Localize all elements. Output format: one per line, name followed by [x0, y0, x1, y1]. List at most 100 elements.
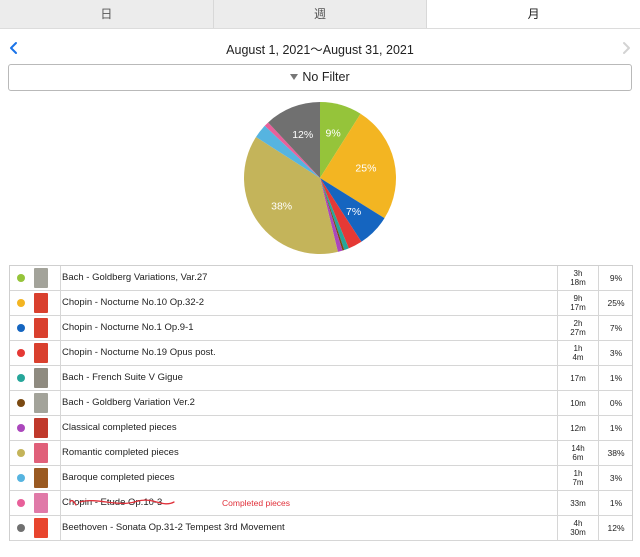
- period-tabs: 日 週 月: [0, 0, 640, 29]
- practice-time-pie-chart: 9% 25% 7% 38% 12%: [244, 102, 396, 254]
- practice-time: 14h 6m: [557, 441, 598, 465]
- percentage: 1%: [598, 366, 633, 390]
- percentage: 0%: [598, 391, 633, 415]
- thumbnail-cell: [30, 391, 61, 415]
- pie-slice-label: 12%: [292, 129, 313, 141]
- color-dot-cell: [10, 366, 30, 390]
- pie-slice: [264, 122, 320, 178]
- triangle-down-icon: [290, 74, 299, 80]
- table-row[interactable]: Chopin - Nocturne No.10 Op.32-2 9h 17m 25%: [10, 291, 632, 316]
- filter-dropdown[interactable]: No Filter: [8, 64, 632, 91]
- color-dot-cell: [10, 391, 30, 415]
- pie-slice: [320, 113, 396, 219]
- percentage: 12%: [598, 516, 633, 540]
- piece-title: Chopin - Nocturne No.1 Op.9-1: [62, 322, 194, 333]
- color-dot: [17, 374, 25, 382]
- piece-title: Classical completed pieces: [62, 422, 177, 433]
- date-range-title: August 1, 2021〜August 31, 2021: [226, 43, 414, 57]
- score-thumbnail: [34, 443, 48, 463]
- pie-slice: [320, 178, 362, 249]
- table-row[interactable]: Bach - Goldberg Variations, Var.27 3h 18m 9…: [10, 266, 632, 291]
- score-thumbnail: [34, 518, 48, 538]
- piece-title: Beethoven - Sonata Op.31-2 Tempest 3rd M…: [62, 522, 285, 533]
- date-navigation: August 1, 2021〜August 31, 2021: [0, 36, 640, 60]
- pie-slice-label: 7%: [346, 206, 361, 218]
- percentage: 38%: [598, 441, 633, 465]
- thumbnail-cell: [30, 366, 61, 390]
- next-period-button[interactable]: [614, 36, 634, 60]
- pie-slice: [320, 102, 361, 178]
- table-row[interactable]: Romantic completed pieces 14h 6m 38%: [10, 441, 632, 466]
- table-row[interactable]: Beethoven - Sonata Op.31-2 Tempest 3rd M…: [10, 516, 632, 541]
- color-dot: [17, 524, 25, 532]
- tab-week[interactable]: 週: [214, 0, 428, 28]
- time-hours: 12m: [570, 423, 586, 433]
- color-dot: [17, 299, 25, 307]
- table-row[interactable]: Chopin - Etude Op.10-3 Completed pieces 33…: [10, 491, 632, 516]
- practice-time: 2h 27m: [557, 316, 598, 340]
- chevron-left-icon: [10, 42, 17, 54]
- time-minutes: 27m: [570, 328, 586, 337]
- time-minutes: 6m: [572, 453, 584, 462]
- table-row[interactable]: Bach - Goldberg Variation Ver.2 10m 0%: [10, 391, 632, 416]
- pie-slice-label: 25%: [355, 162, 376, 174]
- practice-time: 17m: [557, 366, 598, 390]
- percentage: 7%: [598, 316, 633, 340]
- pie-slice: [268, 102, 320, 178]
- piece-title: Bach - French Suite V Gigue: [62, 372, 183, 383]
- table-row[interactable]: Baroque completed pieces 1h 7m 3%: [10, 466, 632, 491]
- percentage: 25%: [598, 291, 633, 315]
- filter-label: No Filter: [302, 70, 350, 84]
- color-dot: [17, 324, 25, 332]
- time-hours: 9h: [573, 294, 583, 303]
- thumbnail-cell: [30, 341, 61, 365]
- practice-time: 4h 30m: [557, 516, 598, 540]
- score-thumbnail: [34, 293, 48, 313]
- pie-slice: [320, 178, 349, 251]
- color-dot-cell: [10, 416, 30, 440]
- tab-month[interactable]: 月: [427, 0, 640, 28]
- tab-day[interactable]: 日: [0, 0, 214, 28]
- color-dot: [17, 349, 25, 357]
- pie-slice-label: 38%: [271, 200, 292, 212]
- table-row[interactable]: Chopin - Nocturne No.19 Opus post. 1h 4m 3%: [10, 341, 632, 366]
- time-hours: 1h: [573, 469, 583, 478]
- thumbnail-cell: [30, 466, 61, 490]
- piece-title: Bach - Goldberg Variations, Var.27: [62, 272, 208, 283]
- thumbnail-cell: [30, 291, 61, 315]
- table-row[interactable]: Chopin - Nocturne No.1 Op.9-1 2h 27m 7%: [10, 316, 632, 341]
- previous-period-button[interactable]: [6, 36, 26, 60]
- thumbnail-cell: [30, 491, 61, 515]
- color-dot: [17, 274, 25, 282]
- percentage: 3%: [598, 341, 633, 365]
- piece-title: Chopin - Nocturne No.19 Opus post.: [62, 347, 216, 358]
- practice-time: 3h 18m: [557, 266, 598, 290]
- color-dot: [17, 424, 25, 432]
- time-hours: 3h: [573, 269, 583, 278]
- time-hours: 14h: [571, 444, 585, 453]
- piece-title: Chopin - Nocturne No.10 Op.32-2: [62, 297, 205, 308]
- percentage: 3%: [598, 466, 633, 490]
- percentage: 9%: [598, 266, 633, 290]
- thumbnail-cell: [30, 516, 61, 540]
- score-thumbnail: [34, 368, 48, 388]
- time-minutes: 30m: [570, 528, 586, 537]
- time-hours: 1h: [573, 344, 583, 353]
- score-thumbnail: [34, 343, 48, 363]
- color-dot-cell: [10, 266, 30, 290]
- color-dot-cell: [10, 491, 30, 515]
- pie-slice: [320, 178, 343, 252]
- piece-title: Romantic completed pieces: [62, 447, 179, 458]
- color-dot: [17, 399, 25, 407]
- table-row[interactable]: Classical completed pieces 12m 1%: [10, 416, 632, 441]
- thumbnail-cell: [30, 441, 61, 465]
- table-row[interactable]: Bach - French Suite V Gigue 17m 1%: [10, 366, 632, 391]
- practice-time: 9h 17m: [557, 291, 598, 315]
- practice-time: 33m: [557, 491, 598, 515]
- handwritten-note: Completed pieces: [222, 498, 291, 508]
- pie-slice: [320, 178, 385, 242]
- time-hours: 17m: [570, 373, 586, 383]
- time-minutes: 7m: [572, 478, 584, 487]
- time-minutes: 18m: [570, 278, 586, 287]
- time-minutes: 17m: [570, 303, 586, 312]
